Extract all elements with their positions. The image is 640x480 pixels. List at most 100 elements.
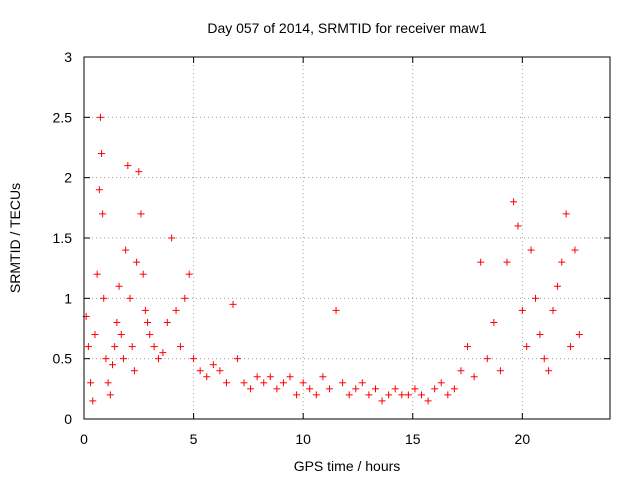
- data-point: [128, 343, 136, 351]
- y-tick-label: 2: [64, 170, 72, 186]
- y-axis-label: SRMTID / TECUs: [7, 183, 23, 293]
- data-point: [176, 343, 184, 351]
- data-point: [545, 367, 553, 375]
- data-point: [102, 355, 110, 363]
- data-point: [106, 391, 114, 399]
- data-point: [571, 246, 579, 254]
- data-point: [137, 210, 145, 218]
- data-point: [119, 355, 127, 363]
- x-axis-label: GPS time / hours: [294, 458, 401, 474]
- data-point: [144, 318, 152, 326]
- x-tick-label: 0: [80, 431, 88, 447]
- data-point: [385, 391, 393, 399]
- data-point: [203, 373, 211, 381]
- data-point: [325, 385, 333, 393]
- y-tick-label: 0.5: [53, 351, 73, 367]
- data-point: [339, 379, 347, 387]
- data-point: [124, 162, 132, 170]
- data-points: [82, 113, 583, 405]
- data-point: [279, 379, 287, 387]
- data-point: [253, 373, 261, 381]
- data-point: [98, 150, 106, 158]
- data-point: [558, 258, 566, 266]
- data-point: [411, 385, 419, 393]
- data-point: [299, 379, 307, 387]
- x-tick-label: 5: [190, 431, 198, 447]
- data-point: [96, 113, 104, 121]
- data-point: [562, 210, 570, 218]
- data-point: [490, 318, 498, 326]
- data-point: [113, 318, 121, 326]
- data-point: [190, 355, 198, 363]
- x-tick-label: 20: [515, 431, 531, 447]
- data-point: [371, 385, 379, 393]
- data-point: [418, 391, 426, 399]
- data-point: [345, 391, 353, 399]
- data-point: [358, 379, 366, 387]
- data-point: [146, 331, 154, 339]
- data-point: [575, 331, 583, 339]
- data-point: [332, 306, 340, 314]
- data-point: [496, 367, 504, 375]
- data-point: [108, 361, 116, 369]
- y-tick-label: 1: [64, 290, 72, 306]
- data-point: [464, 343, 472, 351]
- data-point: [185, 270, 193, 278]
- data-point: [444, 391, 452, 399]
- data-point: [216, 367, 224, 375]
- data-point: [130, 367, 138, 375]
- data-point: [266, 373, 274, 381]
- data-point: [93, 270, 101, 278]
- data-point: [222, 379, 230, 387]
- data-point: [518, 306, 526, 314]
- data-point: [159, 349, 167, 357]
- data-point: [247, 385, 255, 393]
- data-point: [536, 331, 544, 339]
- data-point: [549, 306, 557, 314]
- data-point: [450, 385, 458, 393]
- chart-title: Day 057 of 2014, SRMTID for receiver maw…: [207, 20, 487, 36]
- data-point: [91, 331, 99, 339]
- data-point: [104, 379, 112, 387]
- data-point: [457, 367, 465, 375]
- data-point: [391, 385, 399, 393]
- axis-ticks: 0 0.5 1 1.5 2 2.5 3 0 5 10 15 20: [53, 49, 610, 447]
- data-point: [404, 391, 412, 399]
- data-point: [133, 258, 141, 266]
- data-point: [503, 258, 511, 266]
- data-point: [540, 355, 548, 363]
- data-point: [514, 222, 522, 230]
- data-point: [312, 391, 320, 399]
- data-point: [141, 306, 149, 314]
- data-point: [229, 300, 237, 308]
- data-point: [122, 246, 130, 254]
- grid-lines: [84, 57, 610, 419]
- data-point: [306, 385, 314, 393]
- y-tick-label: 0: [64, 411, 72, 427]
- data-point: [437, 379, 445, 387]
- data-point: [319, 373, 327, 381]
- x-tick-label: 15: [405, 431, 421, 447]
- data-point: [483, 355, 491, 363]
- x-tick-label: 10: [295, 431, 311, 447]
- data-point: [139, 270, 147, 278]
- data-point: [196, 367, 204, 375]
- data-point: [172, 306, 180, 314]
- data-point: [168, 234, 176, 242]
- data-point: [87, 379, 95, 387]
- data-point: [378, 397, 386, 405]
- data-point: [150, 343, 158, 351]
- data-point: [286, 373, 294, 381]
- data-point: [181, 294, 189, 302]
- y-tick-label: 3: [64, 49, 72, 65]
- data-point: [365, 391, 373, 399]
- data-point: [567, 343, 575, 351]
- data-point: [111, 343, 119, 351]
- data-point: [135, 168, 143, 176]
- data-point: [209, 361, 217, 369]
- data-point: [115, 282, 123, 290]
- data-point: [510, 198, 518, 206]
